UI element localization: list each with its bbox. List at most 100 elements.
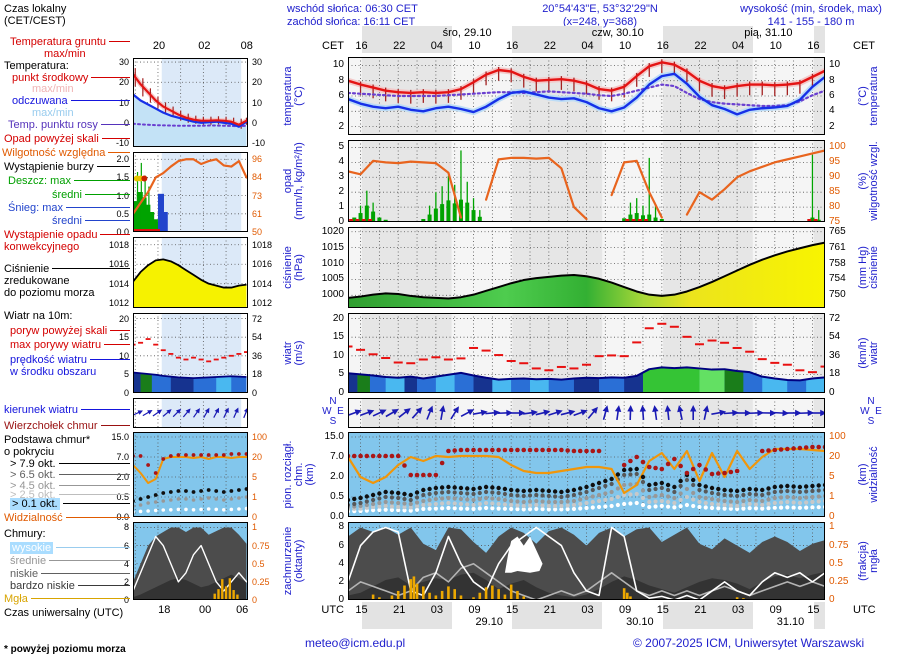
utc-hour-label: 15 (807, 604, 820, 616)
grid-point-text: (x=248, y=368) (563, 16, 637, 28)
compass-we: W E (322, 406, 344, 417)
legend-connector-line (85, 220, 130, 221)
y-axis-tick-left: 8 (338, 74, 344, 86)
cet-hour-label: 10 (619, 40, 632, 52)
y-axis-tick-right: 0.75 (829, 539, 849, 551)
sidebar-label: prędkość wiatru (10, 354, 88, 366)
y-axis-tick-left: 1014 (108, 278, 129, 289)
sidebar-label: Wystąpienie opadu (4, 229, 98, 241)
contact-email-link[interactable]: meteo@icm.edu.pl (305, 636, 406, 650)
day-label-bottom: 29.10 (475, 616, 503, 628)
y-axis-tick-right: 1 (829, 491, 835, 502)
y-axis-tick-left: 1 (338, 201, 344, 213)
y-axis-tick-right: 54 (829, 331, 841, 343)
mini-utc-hour-label: 18 (158, 604, 171, 616)
night-shading-band (512, 602, 603, 629)
y-axis-tick-right: 1012 (252, 298, 273, 309)
legend-connector-line (78, 585, 130, 586)
legend-connector-line (108, 152, 130, 153)
y-axis-tick-left: 2 (123, 576, 129, 587)
p2-opad / wilgotność-panel (348, 140, 825, 222)
y-axis-tick-right: 18 (252, 369, 263, 380)
utc-hour-label: 03 (430, 604, 443, 616)
mini-utc-hour-label: 00 (198, 604, 212, 616)
altitude-values: 141 - 155 - 180 m (767, 16, 855, 28)
utc-hour-label: 09 (619, 604, 632, 616)
y-axis-tick-left: 6 (338, 539, 344, 551)
sidebar-label: Widzialność (4, 512, 63, 524)
mini-utc-hour-label: 06 (236, 604, 249, 616)
y-axis-tick-left: 1000 (321, 289, 344, 301)
y-axis-tick-right: 100 (829, 431, 846, 442)
legend-connector-line (31, 598, 130, 599)
legend-connector-line (66, 517, 130, 518)
p5-kierunek wiatru-panel (348, 398, 825, 428)
utc-hour-label: 15 (355, 604, 368, 616)
y-axis-tick-right: 1016 (252, 259, 273, 270)
day-label-bottom: 31.10 (776, 616, 805, 628)
y-axis-tick-right: 0.75 (252, 540, 270, 551)
sidebar-label: Deszcz: max (8, 175, 71, 187)
legend-connector-line (59, 485, 130, 486)
y-axis-tick-left: 2.0 (116, 154, 129, 165)
sidebar-label: konwekcyjnego (4, 241, 80, 253)
y-axis-tick-right: -10 (252, 137, 266, 148)
y-axis-tick-right: 72 (829, 312, 841, 324)
y-axis-tick-right: 0 (829, 511, 835, 522)
y-axis-tick-left: 15.0 (111, 432, 129, 442)
legend-connector-line (101, 425, 130, 426)
legend-connector-line (81, 409, 130, 410)
y-axis-tick-right: 30 (252, 57, 263, 68)
legend-connector-line (102, 138, 130, 139)
y-axis-tick-left: -10 (115, 137, 129, 148)
sunrise-text: wschód słońca: 06:30 CET (287, 3, 418, 15)
y-axis-tick-right: 0.5 (829, 557, 843, 569)
night-shading-band (813, 602, 825, 629)
y-axis-tick-right: 0 (252, 388, 258, 398)
night-shading-band (361, 26, 452, 53)
sidebar-label: niskie (10, 568, 39, 580)
sidebar-label: max/min (44, 48, 86, 60)
legend-connector-line (59, 463, 130, 464)
sidebar-label: Temperatura: (4, 60, 69, 72)
mini-m5-mini kierunek wiatru-panel (133, 398, 248, 428)
cet-axis-label: CET (853, 40, 875, 52)
altitude-label: wysokość (min, środek, max) (740, 3, 882, 15)
mini-cet-hour-label: 20 (152, 40, 166, 52)
y-axis-tick-right: 0.25 (829, 575, 849, 587)
sidebar-label: Opad powyżej skali (4, 133, 99, 145)
y-axis-tick-left: 5 (338, 141, 344, 153)
y-axis-tick-right: 0.5 (252, 558, 265, 569)
y-axis-tick-left: 20 (118, 77, 129, 88)
sidebar-label: Śnieg: max (8, 202, 64, 214)
cet-axis-label: CET (322, 40, 344, 52)
y-axis-tick-right: 4 (829, 105, 835, 117)
legend-connector-line (41, 573, 130, 574)
sidebar-label: Podstawa chmur* (4, 434, 91, 446)
y-axis-tick-right: 0 (829, 387, 835, 398)
sidebar-label: > 6.5 okt. (10, 469, 56, 481)
legend-connector-line (85, 194, 130, 195)
legend-connector-line (66, 207, 130, 208)
y-axis-tick-left: 2.0 (116, 472, 129, 482)
coords-text: 20°54'43"E, 53°32'29"N (542, 3, 658, 15)
y-axis-tick-right: 18 (829, 368, 841, 380)
legend-connector-line (74, 180, 130, 181)
y-axis-tick-right: 1018 (252, 239, 273, 250)
day-header: śro, 29.10 (442, 27, 492, 39)
y-axis-tick-left: 15 (118, 332, 129, 343)
y-axis-tick-right: 100 (829, 141, 846, 153)
y-axis-tick-right: 5 (829, 471, 835, 482)
sidebar-label: Temp. punktu rosy (8, 119, 98, 131)
y-axis-tick-right: 20 (829, 451, 841, 462)
y-axis-tick-left: 7.0 (116, 452, 129, 462)
sidebar-label: poryw powyżej skali (10, 325, 108, 337)
legend-connector-line (59, 474, 130, 475)
y-axis-tick-right: 6 (829, 90, 835, 101)
y-axis-tick-right: 2 (829, 120, 835, 132)
utc-hour-label: 21 (543, 604, 556, 616)
y-axis-tick-left: 10 (332, 59, 344, 71)
y-axis-tick-left: 15 (332, 331, 344, 343)
y-axis-tick-left: 0 (338, 594, 344, 605)
